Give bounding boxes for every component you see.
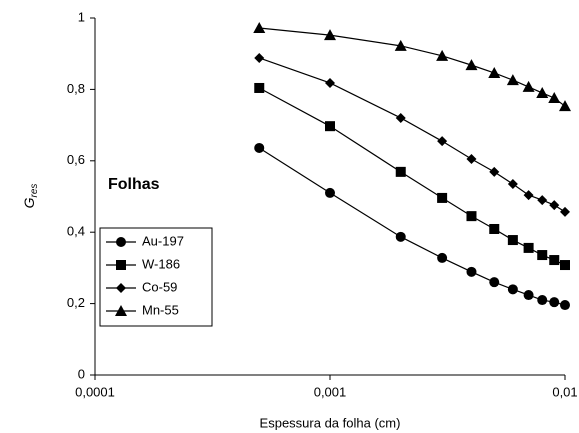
legend-label: Au-197 — [142, 233, 184, 248]
marker — [560, 206, 570, 217]
series-line — [258, 147, 566, 306]
marker — [537, 195, 548, 206]
y-tick-label: 0 — [78, 366, 85, 381]
marker — [324, 29, 336, 41]
marker — [506, 74, 519, 86]
marker — [523, 190, 534, 201]
y-tick-label: 0,4 — [67, 224, 85, 239]
marker — [395, 112, 406, 123]
marker — [437, 252, 448, 263]
marker — [325, 121, 335, 132]
marker — [254, 142, 265, 153]
marker — [488, 66, 501, 78]
marker — [437, 192, 448, 203]
marker — [394, 39, 407, 51]
marker — [466, 211, 477, 222]
marker — [254, 52, 265, 63]
marker — [116, 283, 126, 293]
marker — [254, 82, 265, 93]
marker — [325, 77, 335, 88]
y-axis-label-sub: res — [29, 184, 40, 198]
marker — [548, 91, 561, 103]
marker — [466, 266, 477, 277]
marker — [507, 179, 518, 190]
series-line — [259, 27, 566, 107]
marker — [466, 154, 477, 165]
marker — [489, 223, 500, 234]
x-axis-label: Espessura da folha (cm) — [260, 415, 401, 430]
marker — [489, 166, 500, 177]
y-tick-label: 1 — [78, 9, 85, 24]
x-tick-label: 0,0001 — [75, 384, 115, 399]
y-tick-label: 0,2 — [67, 295, 85, 310]
legend-label: Mn-55 — [142, 302, 179, 317]
legend-label: W-186 — [142, 256, 180, 271]
y-tick-label: 0,8 — [67, 81, 85, 96]
y-axis-label: Gres — [21, 184, 40, 209]
marker — [507, 235, 518, 246]
marker — [116, 237, 126, 247]
marker — [536, 86, 549, 98]
x-tick-label: 0,001 — [314, 384, 347, 399]
annotation: Folhas — [108, 176, 160, 193]
marker — [560, 260, 570, 271]
marker — [537, 295, 548, 306]
x-tick-label: 0,01 — [552, 384, 577, 399]
marker — [523, 242, 534, 253]
y-axis-label-main: G — [21, 197, 37, 208]
marker — [115, 305, 127, 316]
marker — [522, 80, 535, 92]
marker — [560, 300, 570, 311]
marker — [489, 277, 500, 288]
marker — [437, 136, 448, 147]
marker — [507, 284, 518, 295]
marker — [549, 297, 560, 308]
marker — [253, 21, 266, 33]
marker — [549, 200, 560, 211]
marker — [537, 250, 548, 261]
marker — [559, 100, 571, 112]
marker — [395, 166, 406, 177]
marker — [325, 187, 335, 198]
marker — [523, 290, 534, 301]
marker — [436, 49, 449, 61]
y-tick-label: 0,6 — [67, 152, 85, 167]
series-line — [259, 57, 566, 213]
marker — [395, 231, 406, 242]
legend-label: Co-59 — [142, 279, 177, 294]
marker — [116, 260, 126, 270]
marker — [549, 255, 560, 266]
marker — [465, 59, 478, 71]
